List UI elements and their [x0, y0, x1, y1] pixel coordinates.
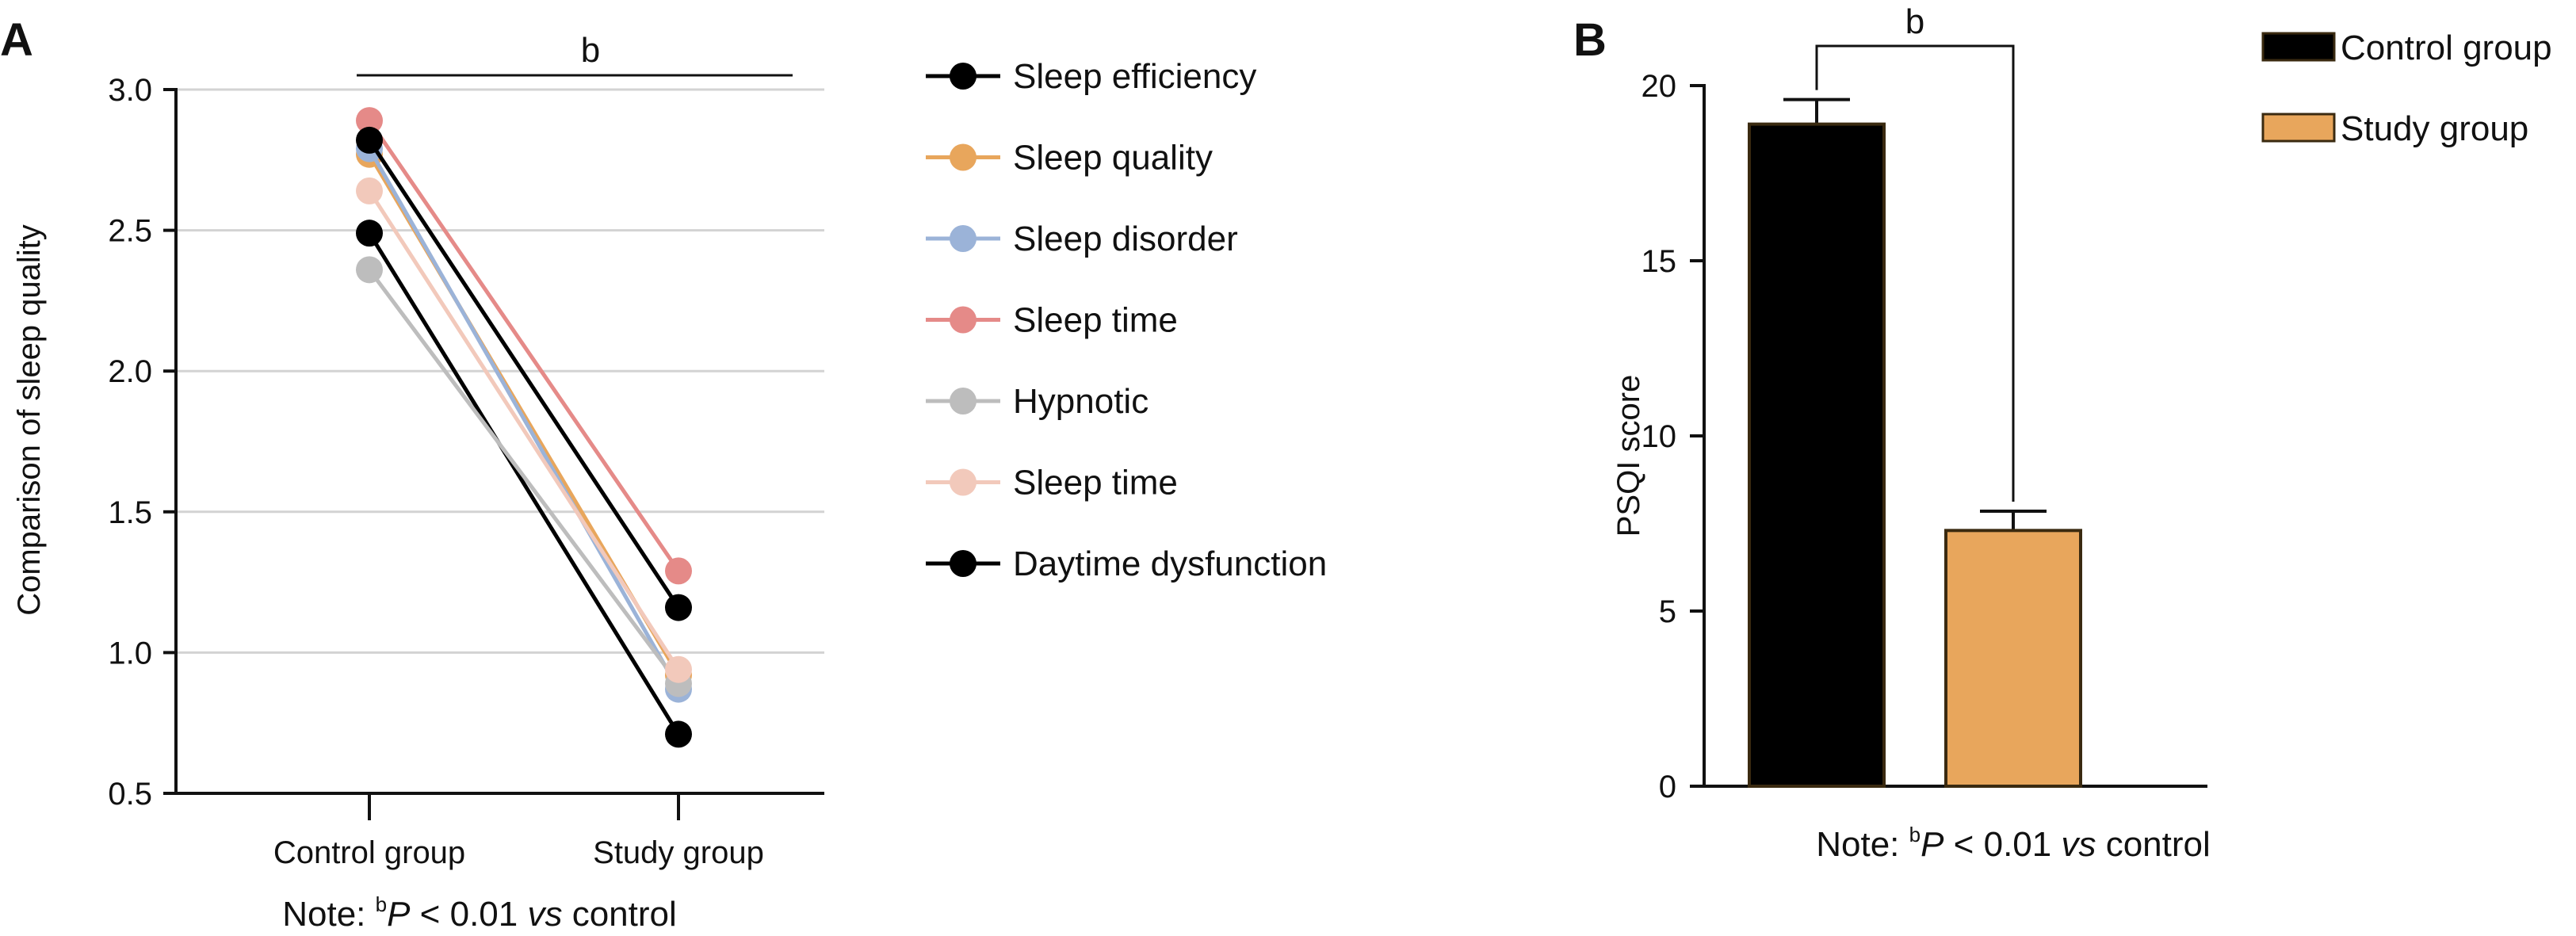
panel-a-series-line [367, 147, 681, 690]
panel-a-x-tick-label: Control group [273, 835, 465, 870]
panel-a-axes [174, 88, 824, 795]
panel-b-significance: b [1815, 2, 2015, 502]
panel-b-legend-entry: Study group [2261, 109, 2528, 148]
panel-a-legend-entry: Sleep quality [926, 139, 1213, 178]
panel-a-y-tick-label: 0.5 [108, 777, 152, 812]
panel-b-legend-swatch [2261, 113, 2336, 143]
panel-a-legend-marker [950, 306, 977, 334]
panel-a-legend-entry: Sleep time [926, 301, 1178, 340]
panel-a-line-chart: A 0.5 1.0 1.5 2.0 2.5 3.0 Control group Study … [0, 14, 1327, 934]
panel-a-series-line [367, 139, 681, 609]
panel-b-bar [1748, 122, 1886, 788]
panel-a-series-4 [356, 107, 692, 585]
panel-b-bar-group [1944, 510, 2082, 789]
panel-b-legend-entry: Control group [2261, 29, 2552, 67]
panel-a-label: A [0, 14, 33, 66]
panel-a-data-point [356, 220, 383, 247]
panel-a-legend-marker [950, 143, 977, 171]
panel-a-series-line [367, 119, 681, 572]
panel-a-legend-entry: Hypnotic [926, 382, 1148, 421]
panel-a-data-point [356, 177, 383, 204]
panel-a-y-tick-label: 2.0 [108, 354, 152, 389]
panel-a-legend-label: Sleep efficiency [1013, 57, 1256, 96]
panel-a-legend-label: Sleep quality [1013, 139, 1213, 178]
panel-a-y-tick-label: 1.0 [108, 636, 152, 670]
panel-a-legend-label: Hypnotic [1013, 382, 1148, 421]
panel-a-legend-entry: Sleep efficiency [926, 57, 1256, 96]
panel-a-significance: b [357, 31, 793, 77]
panel-a-y-tick-label: 2.5 [108, 214, 152, 249]
panel-a-data-point [665, 594, 692, 621]
panel-a-legend-entry: Sleep disorder [926, 220, 1238, 258]
panel-a-legend-marker [950, 225, 977, 252]
panel-a-data-point [356, 107, 383, 135]
panel-a-series-line [367, 189, 681, 671]
panel-b-legend-label: Study group [2341, 109, 2528, 148]
panel-b-bar-chart: B 0 5 10 15 20 PSQI score b Control group Stu… [1573, 2, 2552, 864]
panel-a-legend-label: Sleep disorder [1013, 220, 1238, 258]
panel-a-data-point [665, 720, 692, 748]
panel-b-y-ticks: 0 5 10 15 20 [1642, 69, 1704, 804]
panel-a-y-ticks: 0.5 1.0 1.5 2.0 2.5 3.0 [108, 73, 176, 812]
panel-a-legend-marker [950, 63, 977, 90]
panel-b-note: Note: bP < 0.01 vs control [1816, 823, 2211, 864]
panel-b-legend-label: Control group [2341, 29, 2552, 67]
panel-b-y-tick-label: 0 [1659, 770, 1676, 804]
panel-b-y-tick-label: 5 [1659, 594, 1676, 629]
panel-a-legend: Sleep efficiency Sleep quality Sleep disor… [926, 57, 1327, 583]
panel-b-significance-bracket [1815, 44, 2015, 502]
panel-a-series [356, 107, 692, 748]
panel-b-legend: Control group Study group [2261, 29, 2552, 148]
panel-a-data-point [665, 557, 692, 585]
panel-b-label: B [1573, 14, 1607, 66]
panel-b-bars [1748, 97, 2082, 789]
panel-a-x-ticks: Control group Study group [273, 793, 764, 870]
panel-a-y-tick-label: 3.0 [108, 73, 152, 108]
panel-a-series-7 [356, 126, 692, 621]
panel-a-legend-label: Daytime dysfunction [1013, 544, 1327, 583]
panel-a-x-tick-label: Study group [593, 835, 764, 870]
panel-b-y-tick-label: 10 [1642, 419, 1677, 454]
panel-b-y-axis-title: PSQI score [1611, 375, 1646, 537]
panel-a-legend-entry: Sleep time [926, 464, 1178, 502]
panel-a-data-point [356, 256, 383, 284]
panel-a-series-line [367, 268, 681, 685]
panel-a-legend-label: Sleep time [1013, 464, 1178, 502]
panel-a-series-6 [356, 177, 692, 683]
panel-a-legend-marker [950, 388, 977, 415]
panel-a-series-5 [356, 256, 692, 697]
panel-a-series-2 [356, 140, 692, 689]
panel-a-legend-label: Sleep time [1013, 301, 1178, 340]
panel-a-series-line [367, 231, 681, 735]
panel-a-significance-label: b [581, 31, 600, 70]
panel-a-note: Note: bP < 0.01 vs control [282, 892, 677, 934]
panel-b-bar [1944, 529, 2082, 789]
panel-b-y-tick-label: 15 [1642, 244, 1677, 279]
panel-b-y-tick-label: 20 [1642, 69, 1677, 104]
panel-a-y-tick-label: 1.5 [108, 495, 152, 530]
panel-a-data-point [665, 655, 692, 683]
panel-a-legend-marker [950, 550, 977, 577]
panel-a-y-axis-title: Comparison of sleep quality [12, 224, 47, 616]
panel-a-legend-marker [950, 468, 977, 496]
panel-a-legend-entry: Daytime dysfunction [926, 544, 1327, 583]
panel-b-bar-group [1748, 97, 1886, 788]
panel-b-legend-swatch [2261, 32, 2336, 62]
panel-a-data-point [356, 126, 383, 154]
panel-a-series-1 [356, 220, 692, 748]
panel-b-significance-label: b [1905, 2, 1924, 41]
